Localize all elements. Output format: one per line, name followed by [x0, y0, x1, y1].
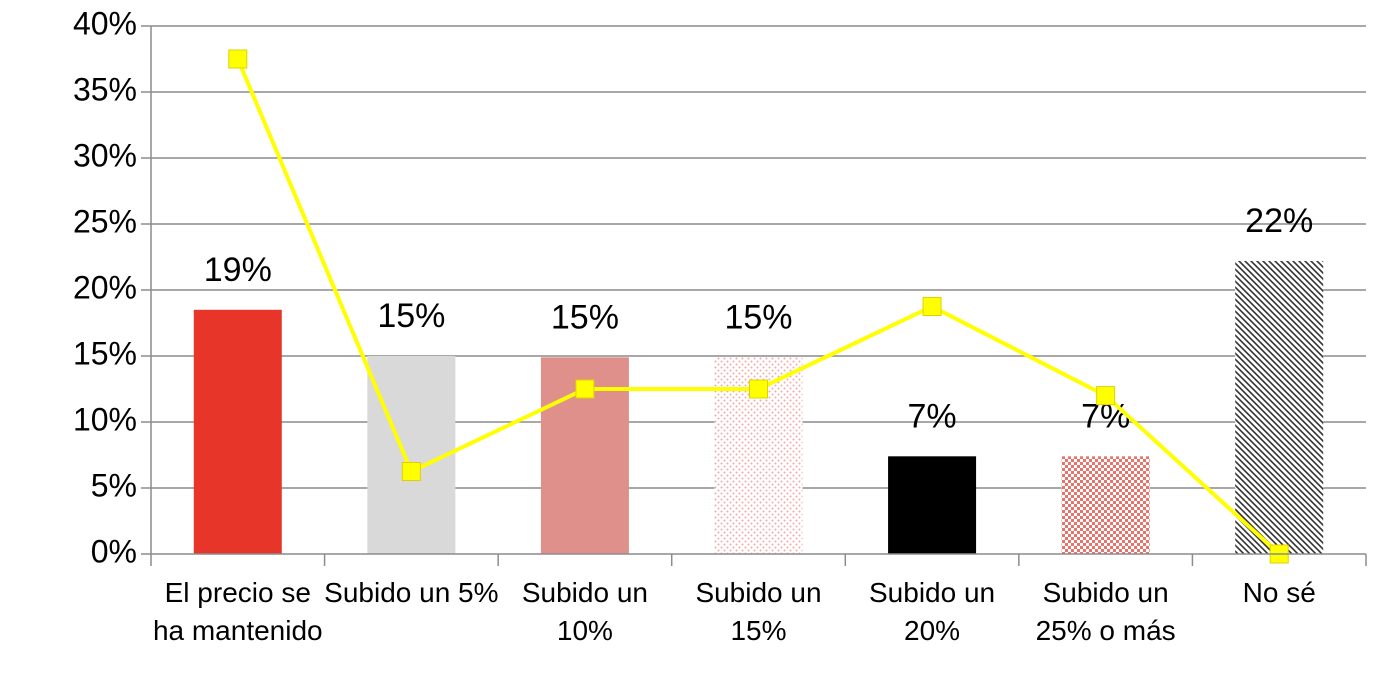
bar — [1061, 456, 1150, 554]
x-tick-label: Subido un 10% — [521, 577, 648, 646]
line-marker — [401, 462, 421, 481]
x-tick-label: Subido un 15% — [695, 577, 822, 646]
data-label: 22% — [1245, 202, 1313, 240]
y-tick-label: 10% — [73, 401, 137, 437]
bar — [193, 309, 282, 554]
bar — [888, 456, 977, 554]
bar — [1235, 260, 1324, 554]
data-label: 15% — [551, 298, 619, 336]
x-tick-label: Subido un 5% — [324, 577, 499, 608]
data-label: 7% — [908, 397, 957, 435]
x-tick-label: No sé — [1242, 577, 1316, 608]
data-label: 15% — [724, 298, 792, 336]
x-tick-label: Subido un 25% o más — [1035, 577, 1176, 646]
line-marker — [922, 297, 942, 316]
y-tick-label: 15% — [73, 335, 137, 371]
x-tick-label: Subido un 20% — [869, 577, 996, 646]
x-tick-label: El precio se ha mantenido — [152, 577, 323, 646]
data-label: 19% — [204, 251, 272, 289]
y-tick-label: 25% — [73, 203, 137, 239]
y-tick-label: 40% — [73, 5, 137, 41]
y-tick-label: 5% — [91, 467, 137, 503]
line-marker — [1096, 386, 1116, 406]
data-label: 15% — [377, 297, 445, 335]
y-tick-label: 35% — [73, 71, 137, 107]
line-marker — [749, 379, 768, 399]
y-tick-label: 0% — [91, 533, 137, 569]
y-tick-label: 30% — [73, 137, 137, 173]
line-marker — [575, 379, 595, 399]
line-marker — [228, 49, 248, 69]
y-tick-label: 20% — [73, 269, 137, 305]
bar — [367, 356, 456, 554]
